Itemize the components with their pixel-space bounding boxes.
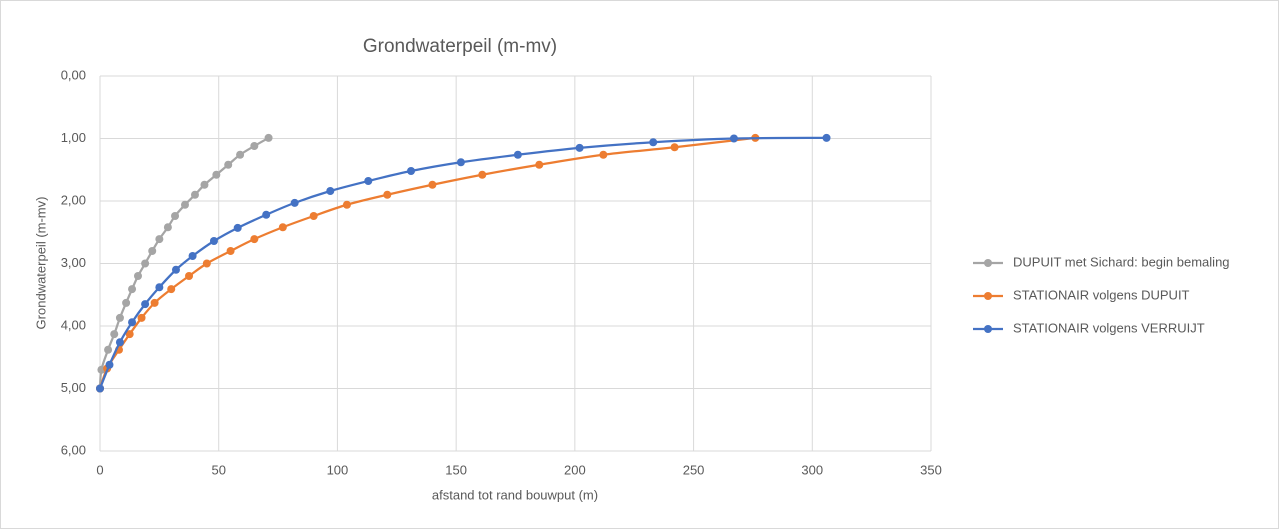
data-point — [236, 150, 245, 159]
y-tick-label: 2,00 — [61, 192, 86, 207]
chart-title: Grondwaterpeil (m-mv) — [363, 36, 557, 57]
data-point — [290, 198, 299, 207]
data-point — [185, 272, 194, 280]
data-point — [575, 143, 584, 152]
data-point — [233, 223, 242, 232]
data-point — [342, 200, 351, 209]
data-point — [128, 318, 137, 327]
data-point — [729, 134, 738, 143]
legend-label: STATIONAIR volgens DUPUIT — [1013, 287, 1190, 302]
x-axis-label: afstand tot rand bouwput (m) — [432, 487, 598, 502]
y-tick-label: 6,00 — [61, 442, 86, 457]
data-point — [171, 212, 180, 220]
data-point — [212, 170, 221, 179]
data-point — [364, 177, 373, 185]
data-point — [141, 259, 150, 268]
legend-label: STATIONAIR volgens VERRUIJT — [1013, 320, 1205, 335]
data-point — [171, 265, 180, 274]
data-point — [115, 338, 124, 347]
data-point — [209, 237, 218, 245]
x-tick-label: 250 — [683, 462, 705, 477]
data-point — [309, 212, 318, 220]
legend-marker — [984, 259, 992, 267]
data-point — [122, 298, 131, 307]
data-point — [104, 345, 113, 354]
data-point — [190, 190, 199, 199]
data-point — [137, 313, 146, 322]
data-point — [133, 272, 142, 280]
data-point — [428, 180, 437, 189]
y-tick-label: 0,00 — [61, 67, 86, 82]
data-point — [163, 223, 172, 232]
data-point — [262, 210, 271, 219]
data-point — [599, 150, 608, 159]
data-point — [278, 223, 287, 232]
data-point — [105, 360, 114, 369]
x-tick-label: 0 — [96, 462, 103, 477]
data-point — [115, 313, 124, 322]
data-point — [250, 235, 259, 244]
legend-marker — [984, 292, 992, 300]
data-point — [150, 298, 159, 307]
data-point — [670, 143, 679, 152]
y-tick-label: 4,00 — [61, 317, 86, 332]
x-tick-label: 150 — [445, 462, 467, 477]
data-point — [128, 285, 137, 294]
data-point — [383, 190, 392, 199]
data-point — [188, 252, 197, 260]
y-axis-label: Grondwaterpeil (m-mv) — [33, 197, 48, 330]
y-tick-label: 5,00 — [61, 380, 86, 395]
data-point — [456, 158, 465, 167]
data-point — [513, 150, 522, 159]
x-tick-label: 350 — [920, 462, 942, 477]
data-point — [226, 247, 235, 255]
data-point — [326, 187, 335, 195]
legend-label: DUPUIT met Sichard: begin bemaling — [1013, 254, 1230, 269]
y-tick-label: 1,00 — [61, 130, 86, 145]
data-point — [96, 384, 104, 393]
data-point — [155, 235, 164, 244]
data-point — [155, 283, 164, 292]
x-tick-label: 50 — [211, 462, 225, 477]
data-point — [180, 200, 189, 209]
data-point — [110, 330, 119, 339]
data-point — [535, 160, 544, 169]
data-point — [141, 300, 150, 309]
data-point — [148, 247, 157, 255]
data-point — [264, 133, 273, 142]
data-point — [125, 330, 134, 339]
x-tick-label: 200 — [564, 462, 586, 477]
data-point — [250, 142, 259, 150]
y-tick-label: 3,00 — [61, 255, 86, 270]
x-tick-label: 100 — [327, 462, 349, 477]
data-point — [200, 180, 209, 189]
data-point — [407, 167, 416, 175]
data-point — [649, 138, 658, 147]
x-tick-label: 300 — [801, 462, 823, 477]
data-point — [224, 160, 233, 169]
legend-marker — [984, 325, 992, 333]
data-point — [478, 170, 487, 179]
data-point — [202, 259, 211, 268]
data-point — [822, 133, 831, 142]
data-point — [167, 285, 176, 294]
